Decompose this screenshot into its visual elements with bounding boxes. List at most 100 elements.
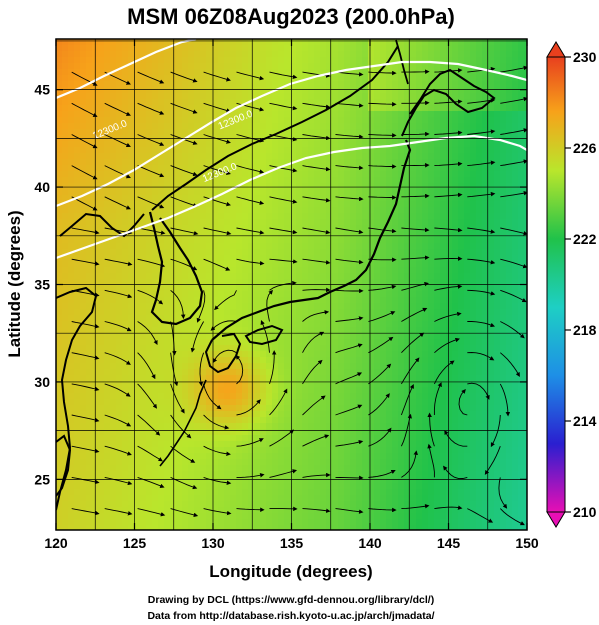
field-cell [446,405,453,412]
field-cell [326,291,333,298]
field-cell [458,165,465,172]
field-cell [62,153,69,160]
field-cell [68,195,75,202]
field-cell [410,213,417,220]
field-cell [128,57,135,64]
field-cell [320,363,327,370]
field-cell [74,153,81,160]
field-cell [404,381,411,388]
field-cell [110,57,117,64]
field-cell [206,231,213,238]
field-cell [344,231,351,238]
field-cell [314,171,321,178]
field-cell [494,381,501,388]
field-cell [356,129,363,136]
field-cell [116,183,123,190]
field-cell [158,189,165,196]
field-cell [68,129,75,136]
field-cell [212,159,219,166]
field-cell [212,69,219,76]
field-cell [440,57,447,64]
field-cell [122,129,129,136]
field-cell [80,93,87,100]
field-cell [464,375,471,382]
field-cell [458,369,465,376]
field-cell [110,219,117,226]
field-cell [320,279,327,286]
field-cell [320,219,327,226]
field-cell [422,123,429,130]
field-cell [320,147,327,154]
field-cell [62,171,69,178]
field-cell [212,381,219,388]
field-cell [494,75,501,82]
field-cell [242,195,249,202]
field-cell [86,207,93,214]
field-cell [416,129,423,136]
field-cell [182,159,189,166]
field-cell [266,57,273,64]
field-cell [200,39,207,46]
field-cell [74,255,81,262]
field-cell [338,273,345,280]
field-cell [212,39,219,46]
field-cell [134,213,141,220]
field-cell [410,387,417,394]
field-cell [236,129,243,136]
field-cell [86,153,93,160]
field-cell [344,393,351,400]
field-cell [86,123,93,130]
field-cell [170,201,177,208]
field-cell [350,117,357,124]
field-cell [296,129,303,136]
field-cell [200,75,207,82]
field-cell [182,411,189,418]
field-cell [98,399,105,406]
field-cell [428,207,435,214]
field-cell [452,75,459,82]
field-cell [290,411,297,418]
field-cell [284,219,291,226]
field-cell [356,333,363,340]
field-cell [194,111,201,118]
field-cell [422,105,429,112]
field-cell [332,363,339,370]
field-cell [482,117,489,124]
field-cell [446,63,453,70]
field-cell [56,63,63,70]
field-cell [302,51,309,58]
field-cell [152,399,159,406]
field-cell [398,63,405,70]
field-cell [434,315,441,322]
field-cell [434,255,441,262]
field-cell [476,147,483,154]
field-cell [488,381,495,388]
field-cell [446,213,453,220]
field-cell [86,183,93,190]
field-cell [74,231,81,238]
field-cell [266,309,273,316]
field-cell [254,165,261,172]
field-cell [422,219,429,226]
field-cell [80,321,87,328]
field-cell [434,291,441,298]
field-cell [458,117,465,124]
field-cell [290,213,297,220]
field-cell [314,375,321,382]
field-cell [200,45,207,52]
field-cell [482,303,489,310]
field-cell [398,147,405,154]
field-cell [338,297,345,304]
field-cell [302,165,309,172]
field-cell [494,153,501,160]
field-cell [470,375,477,382]
field-cell [134,75,141,82]
field-cell [434,249,441,256]
field-cell [116,207,123,214]
field-cell [452,297,459,304]
field-cell [278,87,285,94]
field-cell [146,99,153,106]
field-cell [506,267,513,274]
field-cell [290,201,297,208]
field-cell [518,375,525,382]
